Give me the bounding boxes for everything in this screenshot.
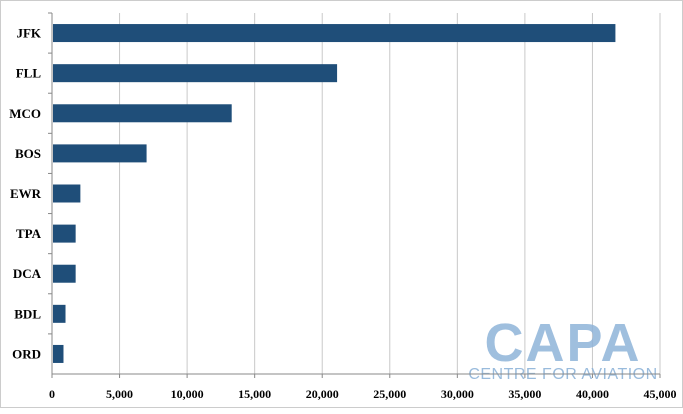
category-label-jfk: JFK xyxy=(16,26,41,41)
category-label-bdl: BDL xyxy=(14,306,41,321)
category-label-fll: FLL xyxy=(16,66,42,81)
x-tick-labels: 0 5,000 10,000 15,000 20,000 25,000 30,000 35,0… xyxy=(49,387,677,401)
category-label-mco: MCO xyxy=(9,106,41,121)
capa-watermark: CAPA CENTRE FOR AVIATION xyxy=(468,313,657,383)
x-tick-label: 10,000 xyxy=(171,387,204,401)
bar-jfk xyxy=(53,24,616,43)
category-label-ord: ORD xyxy=(12,346,41,361)
x-tick-label: 20,000 xyxy=(306,387,339,401)
x-tick-label: 45,000 xyxy=(644,387,677,401)
bar-ord xyxy=(53,344,64,363)
x-tick-label: 30,000 xyxy=(441,387,474,401)
bar-dca xyxy=(53,264,76,283)
bars xyxy=(53,24,616,363)
axes xyxy=(48,12,661,378)
x-tick-label: 35,000 xyxy=(508,387,541,401)
watermark-logo: CAPA xyxy=(484,313,641,373)
category-label-tpa: TPA xyxy=(16,226,42,241)
x-tick-label: 5,000 xyxy=(106,387,133,401)
bar-ewr xyxy=(53,184,81,203)
x-tick-label: 15,000 xyxy=(238,387,271,401)
category-labels: JFK FLL MCO BOS EWR TPA DCA BDL ORD xyxy=(9,26,42,362)
bar-bdl xyxy=(53,304,66,323)
category-label-dca: DCA xyxy=(13,266,42,281)
category-label-ewr: EWR xyxy=(10,186,42,201)
x-tick-label: 0 xyxy=(49,387,55,401)
bar-bos xyxy=(53,144,147,163)
bar-mco xyxy=(53,104,232,123)
x-tick-label: 40,000 xyxy=(576,387,609,401)
category-label-bos: BOS xyxy=(15,146,41,161)
x-tick-label: 25,000 xyxy=(373,387,406,401)
bar-fll xyxy=(53,64,338,83)
bar-tpa xyxy=(53,224,76,243)
